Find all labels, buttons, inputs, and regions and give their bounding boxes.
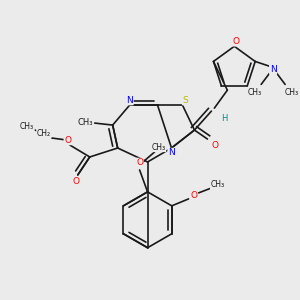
Text: N: N	[126, 96, 133, 105]
Text: N: N	[270, 65, 277, 74]
Text: O: O	[136, 158, 143, 167]
Text: CH₃: CH₃	[152, 142, 166, 152]
Text: CH₂: CH₂	[37, 128, 51, 137]
Text: CH₃: CH₃	[77, 118, 93, 127]
Text: O: O	[72, 177, 79, 186]
Text: CH₃: CH₃	[247, 88, 261, 97]
Text: S: S	[183, 96, 188, 105]
Text: O: O	[64, 136, 71, 145]
Text: CH₃: CH₃	[285, 88, 299, 97]
Text: O: O	[190, 191, 197, 200]
Text: O: O	[233, 37, 240, 46]
Text: O: O	[212, 140, 219, 149]
Text: H: H	[221, 114, 227, 123]
Text: CH₃: CH₃	[20, 122, 34, 130]
Text: CH₃: CH₃	[211, 180, 225, 189]
Text: N: N	[168, 148, 175, 158]
